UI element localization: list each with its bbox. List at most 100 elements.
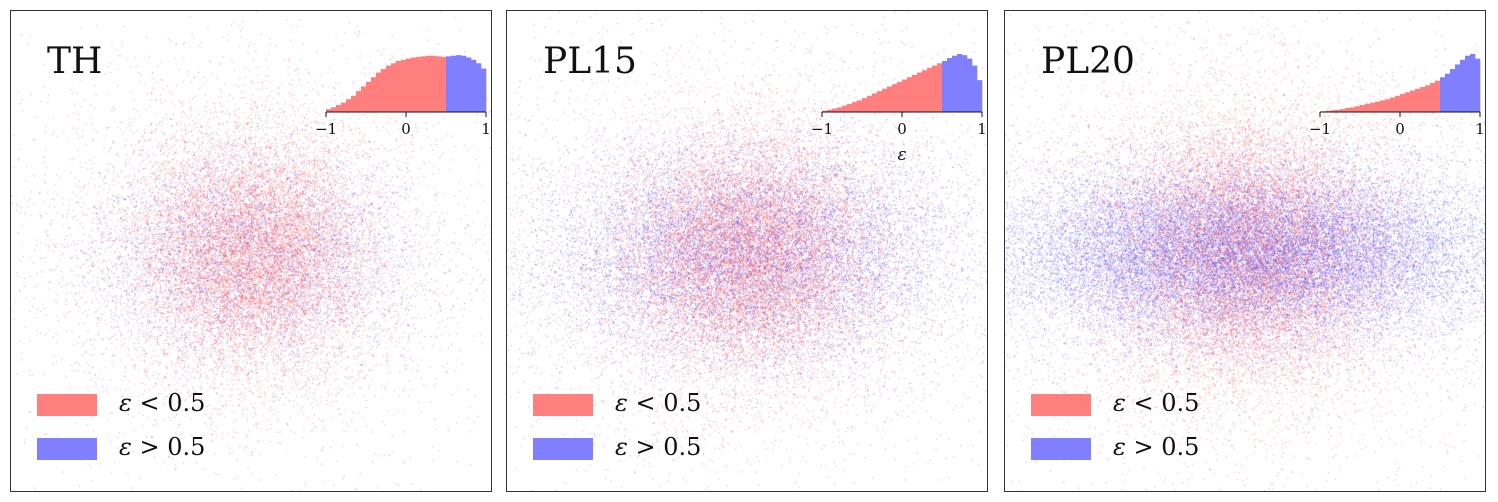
histogram-bar <box>441 56 447 112</box>
histogram-bar <box>481 68 487 112</box>
histogram-bar <box>1415 88 1421 112</box>
histogram-bar <box>386 65 392 112</box>
histogram-tick-label: 0 <box>897 120 907 138</box>
histogram-xlabel: ε <box>897 145 906 165</box>
histogram-bar <box>937 63 943 112</box>
histogram-bar <box>356 91 362 112</box>
histogram-bar <box>331 107 337 112</box>
histogram-tick-label: 1 <box>481 120 491 138</box>
histogram-bar <box>977 80 983 112</box>
histogram-bar <box>451 55 457 112</box>
histogram-bar <box>882 88 888 112</box>
epsilon-histogram-inset: −1 0 1 <box>316 55 491 138</box>
histogram-bar <box>922 70 928 112</box>
histogram-bar <box>1330 110 1336 112</box>
histogram-bar <box>847 103 853 112</box>
histogram-bar <box>456 55 462 112</box>
histogram-bar <box>326 109 332 112</box>
histogram-bar <box>471 59 477 112</box>
panel-title: PL15 <box>543 41 637 82</box>
legend-swatch-low <box>1031 394 1091 416</box>
scatter-panel-th: TH −1 0 1 ε < 0.5 ε > 0.5 <box>10 10 492 492</box>
histogram-bar <box>832 108 838 112</box>
legend-swatch-low <box>533 394 593 416</box>
histogram-bar <box>366 81 372 112</box>
histogram-bar <box>1420 87 1426 112</box>
histogram-bar <box>1375 101 1381 112</box>
histogram-bar <box>907 77 913 112</box>
histogram-bar <box>446 56 452 112</box>
histogram-tick-label: −1 <box>316 120 337 138</box>
histogram-bar <box>411 57 417 112</box>
legend-label-low: ε < 0.5 <box>119 389 206 417</box>
histogram-bar <box>346 99 352 112</box>
histogram-bar <box>391 63 397 112</box>
histogram-tick-label: 0 <box>1395 120 1405 138</box>
histogram-bar <box>416 56 422 112</box>
histogram-bar <box>401 59 407 112</box>
histogram-bar <box>957 54 963 112</box>
histogram-bar <box>857 100 863 112</box>
histogram-bar <box>371 77 377 112</box>
histogram-tick-label: −1 <box>1310 120 1331 138</box>
histogram-bar <box>381 69 387 112</box>
histogram-bar <box>837 107 843 112</box>
histogram-bar <box>1380 100 1386 112</box>
histogram-bar <box>1385 99 1391 112</box>
histogram-bar <box>1465 55 1471 112</box>
histogram-bar <box>1475 58 1481 112</box>
histogram-bar <box>1390 97 1396 112</box>
histogram-bar <box>827 109 833 112</box>
histogram-bar <box>932 65 938 112</box>
histogram-bar <box>1455 64 1461 112</box>
panel-title: TH <box>47 41 103 82</box>
histogram-bar <box>967 58 973 112</box>
scatter-panel-pl20: PL20 −1 0 1 ε < 0.5 ε > 0.5 <box>1004 10 1486 492</box>
histogram-bar <box>1425 85 1431 112</box>
histogram-bar <box>1340 109 1346 112</box>
histogram-bar <box>912 74 918 112</box>
histogram-bar <box>822 110 828 112</box>
histogram-bar <box>852 102 858 112</box>
histogram-bar <box>421 56 427 112</box>
histogram-bar <box>842 105 848 112</box>
histogram-bar <box>947 58 953 112</box>
legend-swatch-low <box>37 394 97 416</box>
histogram-bar <box>1440 77 1446 112</box>
histogram-bar <box>892 84 898 112</box>
histogram-bar <box>1405 92 1411 112</box>
histogram-bar <box>1360 105 1366 112</box>
histogram-bar <box>1325 110 1331 112</box>
histogram-bar <box>952 55 958 112</box>
histogram-bar <box>872 93 878 112</box>
histogram-bar <box>972 65 978 112</box>
histogram-bar <box>461 55 467 112</box>
histogram-bar <box>1470 54 1476 112</box>
histogram-bar <box>406 58 412 112</box>
legend-swatch-high <box>37 438 97 460</box>
histogram-tick-label: 1 <box>977 120 987 138</box>
legend-label-high: ε > 0.5 <box>1113 433 1200 461</box>
epsilon-histogram-inset: −1 0 1 ε <box>812 54 987 165</box>
histogram-bar <box>887 86 893 112</box>
histogram-bar <box>877 91 883 112</box>
legend-swatch-high <box>533 438 593 460</box>
histogram-bar <box>1335 109 1341 112</box>
histogram-tick-label: −1 <box>812 120 833 138</box>
panel-title: PL20 <box>1041 41 1135 82</box>
histogram-bar <box>942 60 948 112</box>
histogram-bar <box>361 86 367 112</box>
histogram-bar <box>1460 59 1466 112</box>
histogram-bar <box>1365 103 1371 112</box>
histogram-bar <box>396 60 402 112</box>
histogram-bar <box>1410 90 1416 112</box>
legend-label-low: ε < 0.5 <box>1113 389 1200 417</box>
histogram-bar <box>1435 80 1441 112</box>
histogram-bar <box>927 67 933 112</box>
histogram-bar <box>351 95 357 112</box>
histogram-bar <box>1350 107 1356 112</box>
histogram-bar <box>376 72 382 112</box>
histogram-bar <box>862 98 868 112</box>
histogram-bar <box>431 55 437 112</box>
histogram-bar <box>1345 107 1351 112</box>
